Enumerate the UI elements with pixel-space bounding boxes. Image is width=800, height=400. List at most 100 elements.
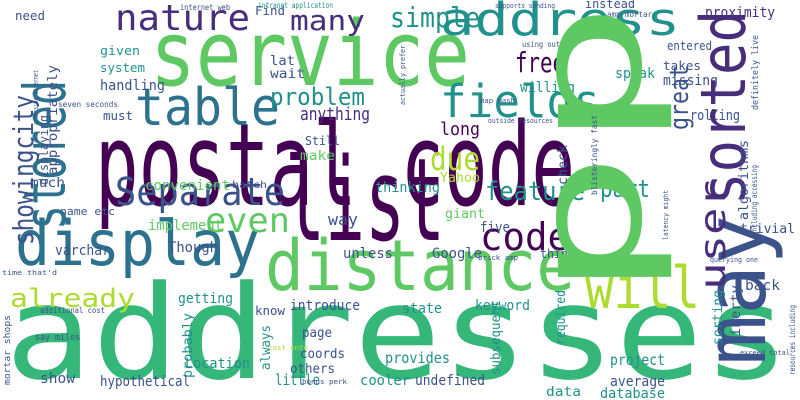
word: required [554, 290, 569, 345]
word: long [440, 119, 480, 140]
word: free [515, 46, 565, 79]
word: mortar shops [3, 315, 13, 385]
word: even [205, 201, 290, 241]
word: always [259, 325, 274, 370]
word: average [610, 374, 665, 390]
word: simple [390, 1, 480, 34]
word: anything [300, 104, 370, 125]
word: think [540, 247, 576, 261]
word: varchar [55, 243, 110, 259]
word: getting [178, 291, 233, 307]
word: handling [100, 78, 165, 94]
word: proximity [705, 5, 775, 21]
word: giant [445, 207, 485, 222]
word: definitely live [751, 35, 761, 110]
word: batch [232, 180, 267, 191]
word: using outside [522, 40, 577, 49]
word: already [10, 284, 135, 314]
word: user [693, 180, 734, 290]
word: subsequent [489, 300, 504, 375]
word: hypothetical [100, 374, 190, 390]
word: liberty [729, 285, 744, 345]
word: Yahoo [440, 171, 480, 186]
word: speak [615, 66, 656, 82]
word: brick amp [478, 254, 518, 262]
word: know [255, 304, 286, 318]
word: problem [270, 83, 365, 111]
word: seven seconds [58, 100, 118, 109]
word: name etc [60, 205, 115, 218]
word: project [610, 351, 665, 369]
word: Find [255, 4, 285, 18]
word: takes [663, 59, 701, 73]
word: others [290, 362, 335, 377]
word: much [30, 176, 65, 191]
word: say miles [35, 333, 80, 343]
word: back [745, 278, 781, 294]
word: need [15, 9, 45, 23]
word: latency might [662, 190, 670, 240]
word: data [546, 385, 581, 400]
word: many [290, 4, 365, 37]
word: Location [185, 356, 250, 372]
word: sorted [687, 10, 760, 205]
word: trivial [740, 222, 795, 237]
word: will [585, 254, 700, 322]
word: may [687, 215, 786, 365]
word: check [556, 145, 571, 185]
word: Separate [115, 170, 285, 214]
word: wait [270, 67, 305, 82]
word: outside resources [488, 117, 553, 125]
word: blisteringly fast [590, 115, 599, 195]
word: willing [520, 80, 575, 96]
word: five [480, 220, 510, 236]
word: cost onto [268, 344, 308, 352]
word: feature [485, 177, 585, 207]
word: unless [343, 246, 393, 262]
word: internet web [180, 3, 230, 12]
word: pp [502, 0, 676, 300]
word: Still [305, 134, 340, 148]
word: complete [583, 102, 648, 121]
word: must [103, 109, 133, 123]
word: part [600, 175, 650, 203]
word: state [402, 301, 442, 317]
word: map mash [480, 97, 515, 105]
word: list [285, 134, 445, 268]
word: appropriately [46, 65, 61, 175]
word: nature [115, 0, 250, 39]
word: querying one [710, 256, 758, 264]
word: algorithms [737, 140, 752, 220]
word: implement [148, 218, 223, 234]
word: postal code [95, 99, 575, 233]
word: Though [168, 240, 218, 256]
word: including accessing [750, 165, 759, 235]
word: code [480, 215, 570, 259]
word: table [135, 78, 280, 138]
word: cooler [360, 373, 410, 389]
word: system [100, 61, 145, 75]
word: amp mortar [607, 10, 652, 19]
word: exceed total [740, 349, 790, 357]
word: stored [11, 80, 79, 230]
word: introduce [290, 298, 360, 314]
word: probably [181, 313, 196, 378]
word: lat [270, 54, 295, 69]
word: addresses [5, 257, 790, 400]
word: thinking [375, 180, 440, 196]
word: service [150, 2, 470, 107]
word: bonus perk [302, 378, 348, 386]
word: supports sending [495, 2, 555, 10]
word: displaying [37, 115, 51, 185]
word: fields [440, 75, 600, 128]
word: page [302, 326, 332, 341]
word: entered [667, 39, 712, 53]
word: convenient [145, 178, 230, 194]
word: make [300, 149, 335, 164]
word: due [430, 140, 480, 178]
word: showingcity [7, 95, 40, 245]
word: accessing internet [32, 70, 40, 125]
word: database [600, 386, 665, 400]
